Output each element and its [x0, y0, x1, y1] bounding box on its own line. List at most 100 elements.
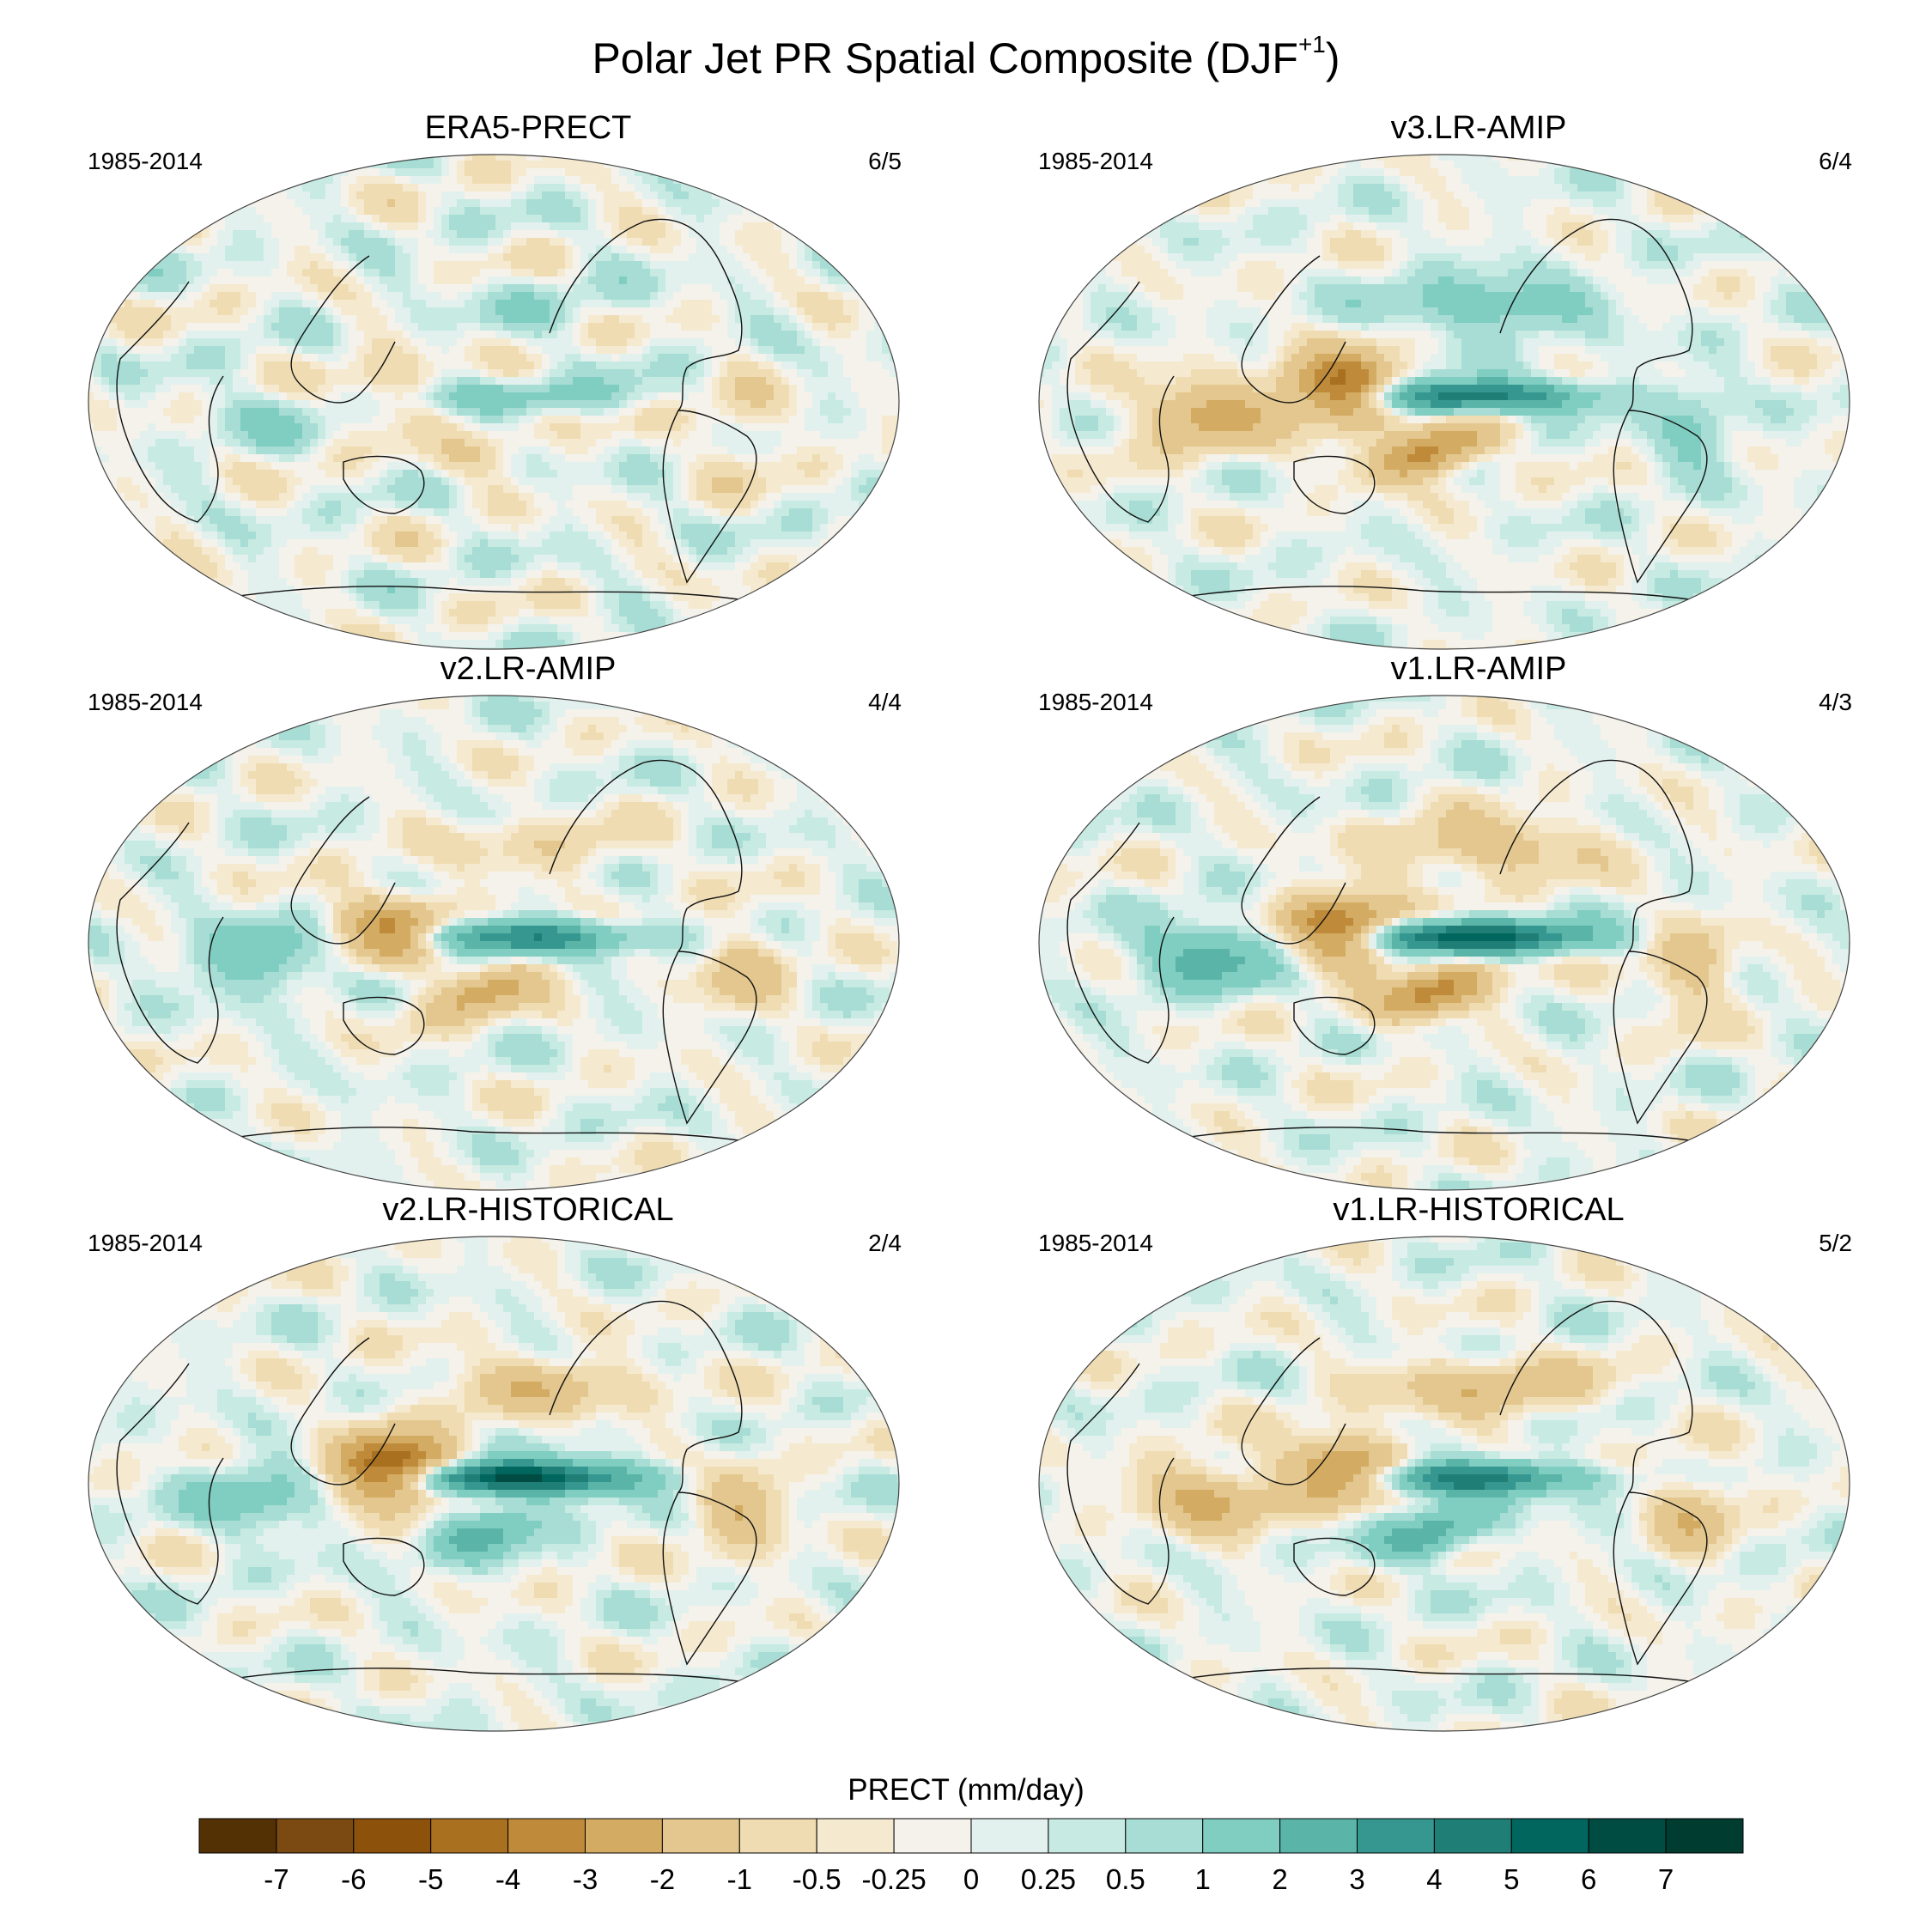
- map-cell: [596, 547, 605, 556]
- map-cell: [820, 307, 829, 316]
- map-cell: [349, 215, 357, 223]
- map-cell: [511, 454, 519, 463]
- map-cell: [217, 423, 226, 432]
- map-cell: [225, 532, 234, 540]
- map-cell: [457, 222, 465, 231]
- map-cell: [550, 377, 558, 386]
- map-cell: [735, 292, 744, 301]
- map-cell: [665, 485, 674, 494]
- map-cell: [410, 477, 419, 486]
- map-cell: [426, 269, 434, 277]
- map-cell: [735, 377, 744, 386]
- map-cell: [325, 477, 334, 486]
- map-cell: [511, 323, 519, 331]
- map-cell: [140, 431, 149, 440]
- map-cell: [434, 570, 442, 579]
- map-cell: [588, 423, 597, 432]
- map-cell: [565, 346, 574, 355]
- map-cell: [611, 485, 620, 494]
- map-cell: [750, 400, 759, 409]
- map-cell: [859, 331, 867, 339]
- map-cell: [743, 315, 751, 324]
- map-cell: [426, 246, 434, 254]
- map-cell: [526, 300, 535, 308]
- map-cell: [457, 246, 465, 254]
- map-cell: [596, 423, 605, 432]
- map-cell: [805, 431, 813, 440]
- map-cell: [387, 562, 396, 571]
- map-cell: [418, 261, 427, 270]
- map-cell: [720, 400, 728, 409]
- map-cell: [712, 230, 720, 239]
- map-cell: [488, 501, 496, 509]
- map-cell: [240, 246, 249, 254]
- map-cell: [851, 323, 860, 331]
- map-cell: [573, 369, 581, 378]
- map-cell: [781, 555, 790, 563]
- map-cell: [434, 416, 442, 424]
- map-cell: [117, 508, 125, 517]
- map-cell: [472, 570, 481, 579]
- map-cell: [696, 485, 705, 494]
- map-cell: [117, 377, 125, 386]
- map-cell: [665, 307, 674, 316]
- map-cell: [526, 439, 535, 447]
- map-cell: [333, 493, 342, 501]
- map-cell: [349, 439, 357, 447]
- map-cell: [805, 377, 813, 386]
- map-cell: [387, 168, 396, 177]
- map-cell: [94, 400, 102, 409]
- map-cell: [410, 539, 419, 548]
- map-cell: [387, 470, 396, 478]
- map-cell: [519, 493, 527, 501]
- map-cell: [380, 392, 388, 401]
- map-cell: [202, 447, 210, 455]
- map-cell: [287, 238, 295, 246]
- map-cell: [380, 400, 388, 409]
- map-cell: [465, 238, 473, 246]
- map-cell: [573, 207, 581, 216]
- map-cell: [271, 222, 280, 231]
- map-cell: [750, 292, 759, 301]
- map-cell: [210, 462, 218, 471]
- map-cell: [650, 562, 659, 571]
- map-cell: [279, 199, 288, 208]
- map-cell: [580, 485, 589, 494]
- map-cell: [550, 222, 558, 231]
- map-cell: [380, 385, 388, 393]
- map-cell: [225, 493, 234, 501]
- map-cell: [696, 338, 705, 347]
- map-cell: [604, 470, 612, 478]
- map-cell: [333, 369, 342, 378]
- map-cell: [758, 207, 767, 216]
- map-cell: [851, 346, 860, 355]
- map-cell: [457, 524, 465, 532]
- map-cell: [550, 369, 558, 378]
- map-cell: [240, 547, 249, 556]
- map-cell: [434, 516, 442, 525]
- map-cell: [503, 562, 512, 571]
- map-cell: [642, 493, 651, 501]
- map-cell: [758, 493, 767, 501]
- map-cell: [171, 524, 179, 532]
- map-cell: [418, 284, 427, 293]
- map-cell: [295, 269, 303, 277]
- map-cell: [418, 331, 427, 339]
- map-cell: [179, 361, 187, 370]
- map-cell: [542, 570, 550, 579]
- map-cell: [186, 307, 195, 316]
- map-cell: [689, 477, 697, 486]
- map-cell: [380, 276, 388, 285]
- map-cell: [240, 431, 249, 440]
- map-cell: [704, 477, 713, 486]
- map-cell: [295, 199, 303, 208]
- map-cell: [882, 377, 890, 386]
- map-cell: [511, 184, 519, 192]
- map-cell: [542, 524, 550, 532]
- map-cell: [650, 423, 659, 432]
- map-cell: [789, 385, 798, 393]
- map-cell: [658, 269, 666, 277]
- map-cell: [364, 191, 373, 200]
- map-cell: [318, 532, 326, 540]
- map-cell: [665, 377, 674, 386]
